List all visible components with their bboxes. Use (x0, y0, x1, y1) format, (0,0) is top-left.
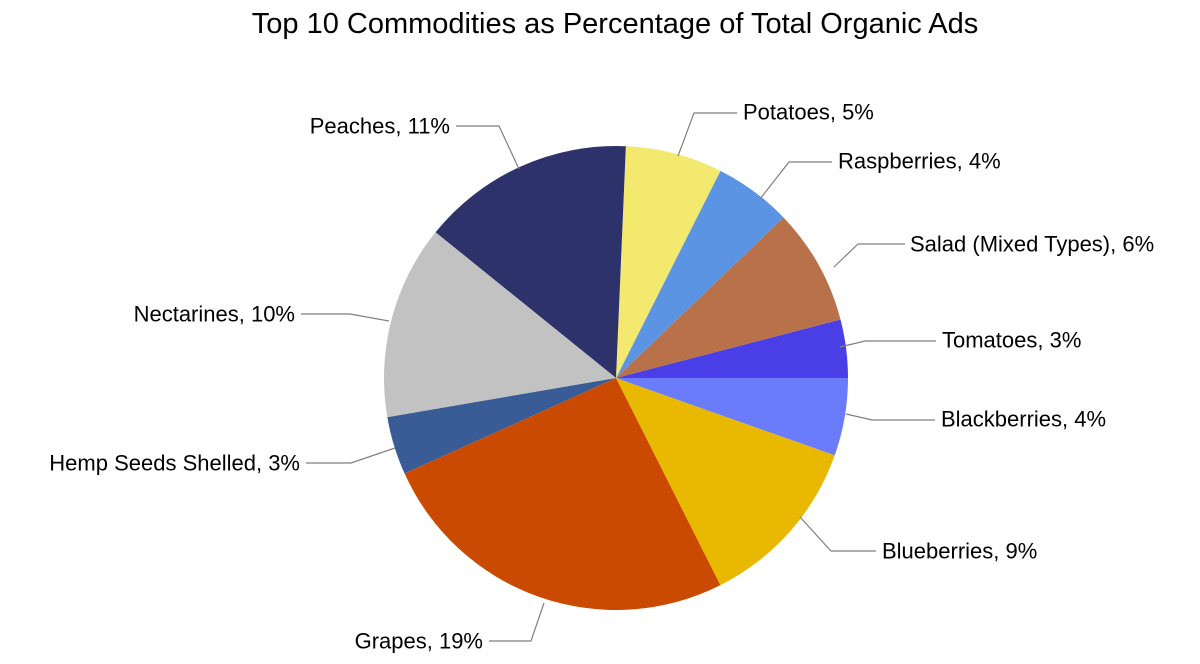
pie-slice-grapes (404, 378, 721, 611)
leader-line (677, 112, 737, 157)
pie-slice-potatoes (616, 146, 721, 378)
slice-label: Nectarines, 10% (134, 302, 295, 327)
pie-slice-tomatoes (616, 319, 848, 378)
slice-labels: Tomatoes, 3% Salad (Mixed Types), 6% Raspb… (49, 100, 1154, 654)
leader-line (839, 340, 936, 348)
slice-label: Raspberries, 4% (838, 149, 1001, 174)
leader-line (833, 243, 905, 268)
leader-line (845, 413, 935, 421)
chart-title: Top 10 Commodities as Percentage of Tota… (251, 8, 979, 40)
pie-slice-blueberries (616, 378, 835, 586)
slice-label: Salad (Mixed Types), 6% (910, 232, 1154, 257)
pie-slice-salad-mixed-types (616, 217, 841, 378)
pie-slices (384, 146, 848, 611)
leader-line (301, 313, 390, 322)
slice-label: Blueberries, 9% (882, 539, 1037, 564)
slice-label: Blackberries, 4% (941, 407, 1106, 432)
label-leader-lines (301, 112, 936, 642)
leader-line (306, 447, 396, 464)
slice-label: Hemp Seeds Shelled, 3% (49, 451, 300, 476)
slice-label: Grapes, 19% (355, 629, 483, 654)
pie-slice-blackberries (616, 378, 848, 456)
leader-line (456, 125, 520, 170)
slice-label: Tomatoes, 3% (942, 328, 1081, 353)
pie-slice-nectarines (384, 232, 616, 418)
pie-slice-raspberries (616, 170, 784, 378)
pie-slice-hemp-seeds-shelled (387, 378, 616, 474)
leader-line (489, 602, 545, 642)
pie-slice-peaches (435, 146, 626, 378)
slice-label: Potatoes, 5% (743, 100, 874, 125)
slice-label: Peaches, 11% (310, 114, 450, 139)
leader-line (759, 161, 832, 200)
leader-line (799, 516, 876, 552)
